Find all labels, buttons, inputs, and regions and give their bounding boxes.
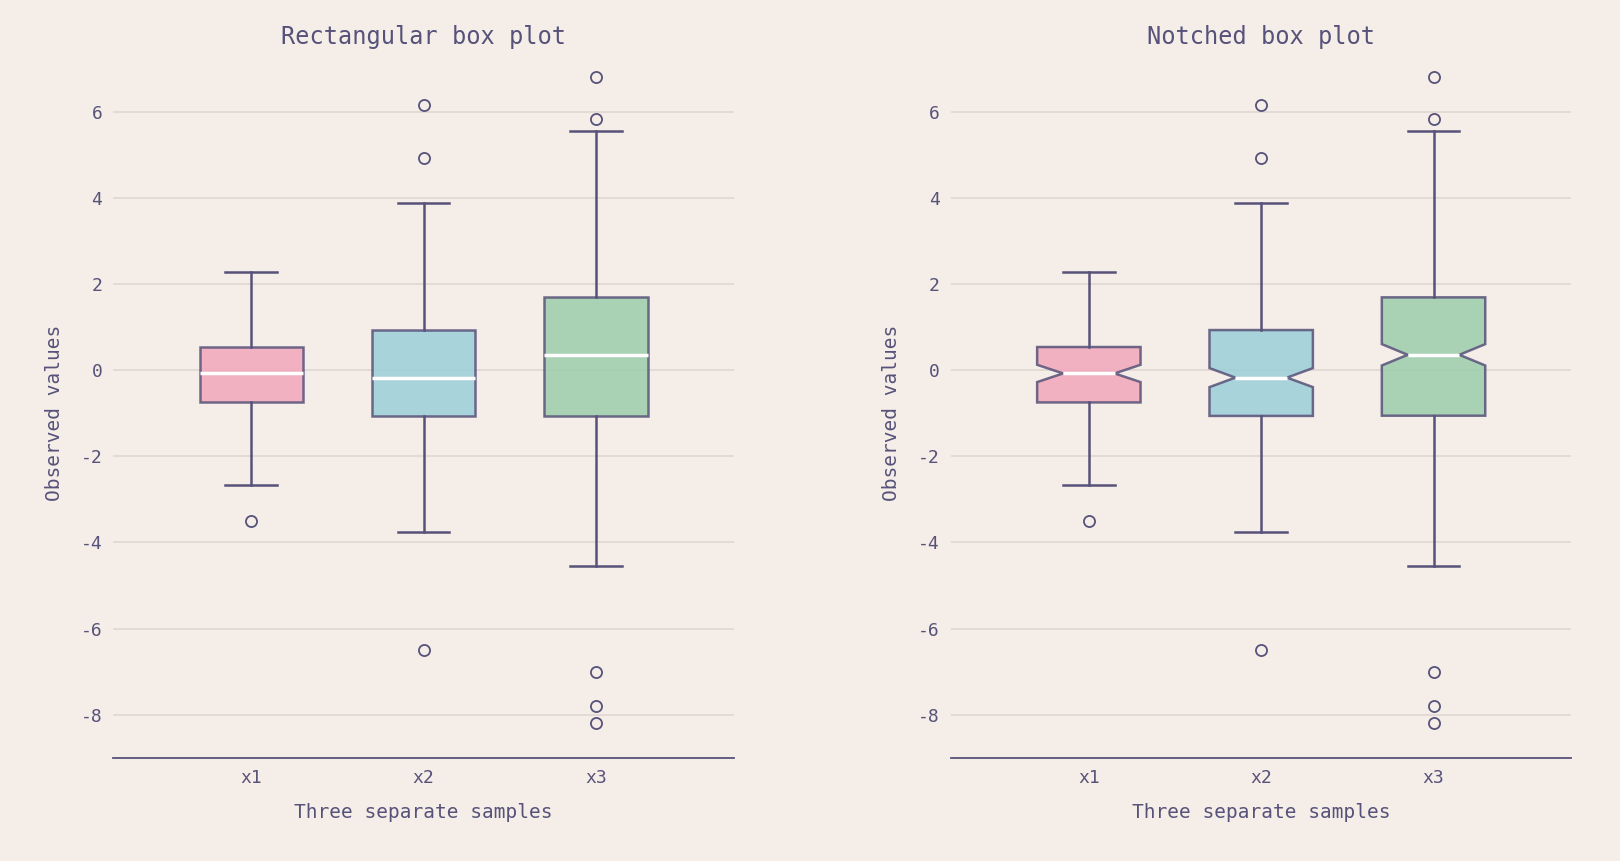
PathPatch shape: [373, 330, 475, 416]
PathPatch shape: [1210, 330, 1312, 416]
X-axis label: Three separate samples: Three separate samples: [295, 803, 552, 822]
Title: Rectangular box plot: Rectangular box plot: [282, 25, 565, 49]
PathPatch shape: [1382, 297, 1486, 416]
Y-axis label: Observed values: Observed values: [45, 325, 63, 501]
Y-axis label: Observed values: Observed values: [883, 325, 901, 501]
PathPatch shape: [544, 297, 648, 416]
Title: Notched box plot: Notched box plot: [1147, 25, 1375, 49]
PathPatch shape: [199, 347, 303, 402]
X-axis label: Three separate samples: Three separate samples: [1132, 803, 1390, 822]
PathPatch shape: [1037, 347, 1140, 402]
